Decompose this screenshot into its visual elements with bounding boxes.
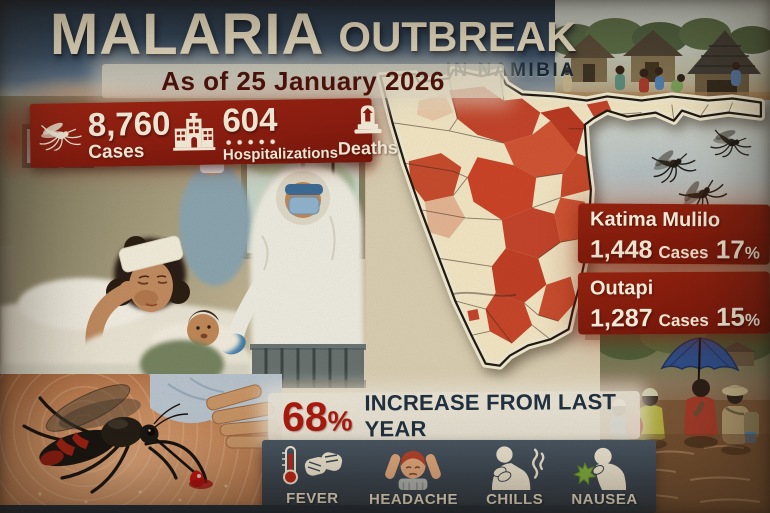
symptom-chills: CHILLS (483, 444, 547, 508)
stat-cases: 8,760 Cases (38, 104, 172, 163)
head-clutching-icon (385, 450, 442, 490)
hospitalizations-label: Hospitalizations (222, 144, 339, 164)
mosquito-biting-illustration (22, 374, 282, 508)
region-name: Katima Mulilo (590, 208, 721, 232)
region-percent: 15% (715, 301, 761, 332)
date-note: As of 25 January 2026 (161, 65, 445, 96)
cases-value: 8,760 (87, 104, 171, 143)
mosquito-icon (39, 122, 82, 151)
region-percent: 17% (715, 234, 760, 265)
cases-label: Cases (88, 140, 145, 163)
key-stats-banner: 8,760 Cases 604 (29, 98, 398, 168)
tombstone-icon (354, 105, 382, 134)
vomiting-person-icon (573, 447, 627, 490)
thermometer-fever-icon (282, 445, 343, 484)
symptom-headache: HEADACHE (369, 444, 458, 508)
symptom-fever: FEVER (280, 445, 344, 507)
stat-deaths: Deaths (337, 101, 398, 160)
hospital-icon (172, 112, 215, 151)
mosquito-closeup-scene (0, 374, 282, 513)
increase-label: INCREASE FROM LAST YEAR (364, 389, 617, 442)
hospitalizations-value: 604 (222, 100, 278, 139)
symptom-label: FEVER (286, 489, 339, 507)
symptoms-band: FEVER HEADACHE (262, 440, 656, 513)
title-main: MALARIA (50, 2, 325, 67)
increase-statistic: 68% INCREASE FROM LAST YEAR (267, 389, 641, 442)
region-stat-outapi: Outapi 1,287 Cases 15% (577, 271, 770, 335)
region-cases-label: Cases (658, 310, 709, 331)
deaths-label: Deaths (337, 137, 399, 159)
dots-decoration (222, 138, 277, 146)
region-name: Outapi (589, 277, 654, 300)
region-cases-label: Cases (658, 242, 709, 263)
symptom-nausea: NAUSEA (571, 444, 637, 508)
region-cases-value: 1,448 (589, 235, 653, 264)
title-sub: OUTBREAK (338, 13, 577, 60)
shivering-person-icon (491, 445, 545, 490)
increase-value: 68% (281, 393, 353, 440)
bottom-edge-strip (0, 505, 665, 513)
region-stat-katima-mulilo: Katima Mulilo 1,448 Cases 17% (577, 203, 770, 265)
stat-hospitalizations: 604 Hospitalizations (170, 100, 339, 164)
region-cases-value: 1,287 (590, 304, 653, 333)
date-banner: As of 25 January 2026 (102, 64, 504, 98)
